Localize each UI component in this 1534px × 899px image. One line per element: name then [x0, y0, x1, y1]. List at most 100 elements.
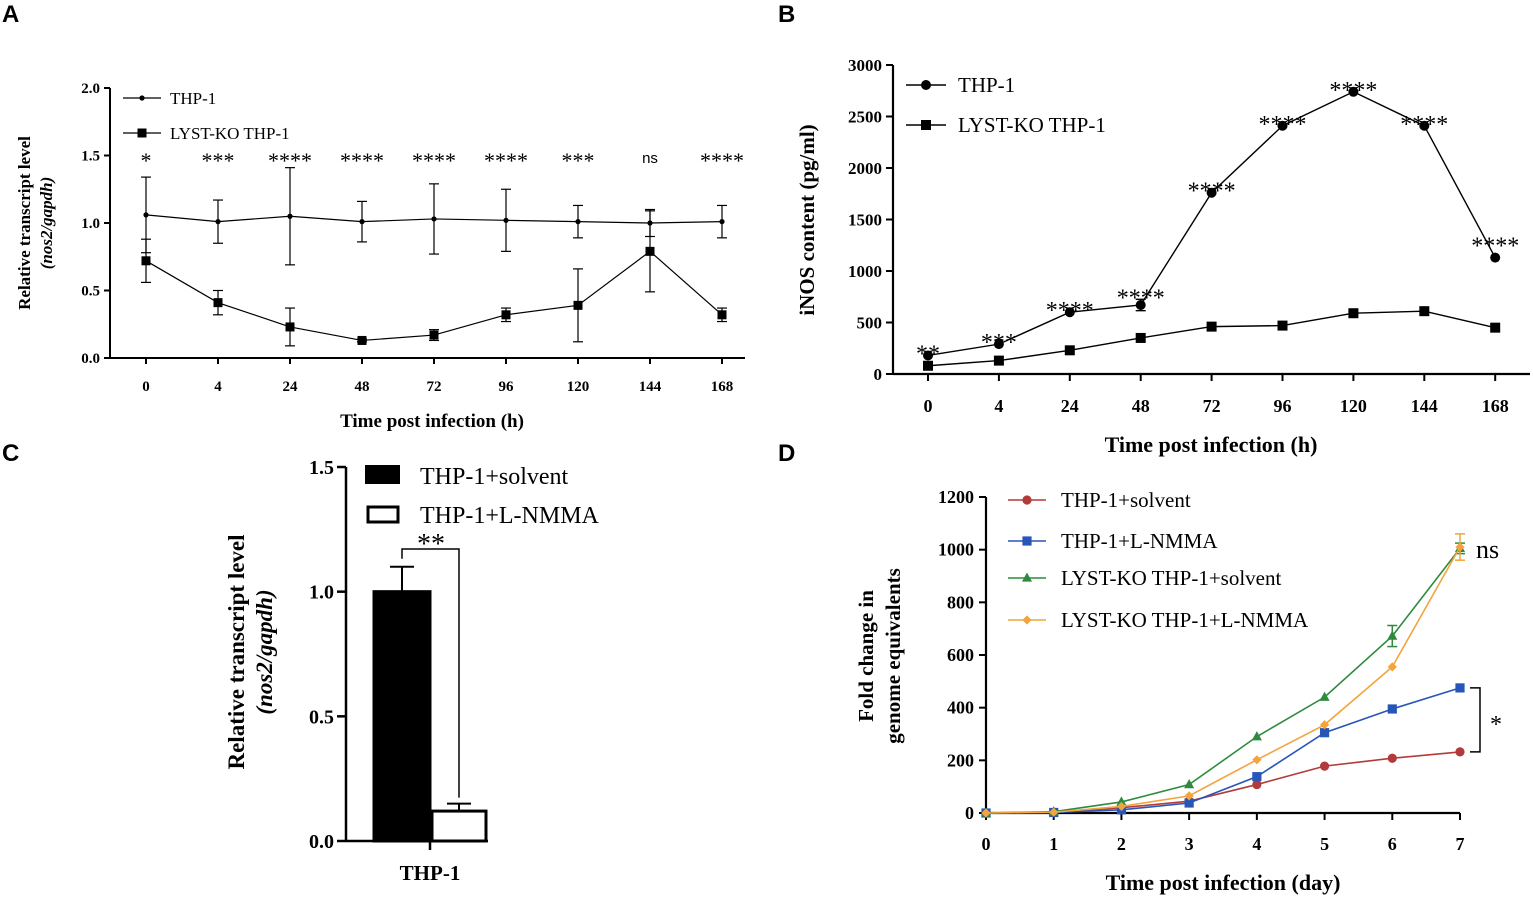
- x-tick-label: 24: [283, 379, 299, 395]
- x-axis-title: THP-1: [400, 861, 461, 885]
- x-tick-label: 96: [1274, 396, 1292, 416]
- panel-letter-b: B: [778, 1, 795, 28]
- y-tick-label: 0: [874, 365, 883, 384]
- significance-label: **: [417, 529, 445, 560]
- legend-label: THP-1+L-NMMA: [1061, 529, 1218, 553]
- data-point: [501, 310, 511, 320]
- significance-label: ****: [1329, 78, 1377, 104]
- data-point: [1206, 187, 1217, 198]
- y-axis-title-line2: genome equivalents: [881, 568, 905, 744]
- series-line-1: [145, 250, 723, 342]
- significance-label: *: [1490, 712, 1502, 738]
- significance-label: ns: [1476, 535, 1499, 564]
- x-tick-label: 6: [1388, 834, 1397, 854]
- y-tick-label: 500: [857, 314, 883, 333]
- x-tick-label: 3: [1185, 834, 1194, 854]
- y-tick-label: 2500: [848, 108, 882, 127]
- data-point: [1387, 704, 1397, 714]
- data-point: [1319, 761, 1330, 771]
- legend-label: THP-1+solvent: [420, 464, 569, 490]
- series-line-2: [985, 547, 1461, 814]
- data-point: [719, 219, 725, 225]
- x-tick-label: 1: [1049, 834, 1058, 854]
- y-tick-label: 1.5: [309, 457, 334, 479]
- data-point: [213, 298, 223, 308]
- significance-label: ***: [562, 148, 595, 173]
- x-tick-label: 144: [1411, 396, 1438, 416]
- y-tick-label: 1.0: [309, 582, 334, 604]
- data-point: [1252, 779, 1262, 790]
- data-point: [717, 310, 727, 320]
- data-point: [1419, 306, 1430, 317]
- y-tick-label: 0: [965, 803, 974, 823]
- y-tick-label: 1.5: [81, 149, 100, 165]
- data-point: [1252, 772, 1262, 782]
- significance-label: ****: [1046, 298, 1094, 324]
- x-axis-title: Time post infection (h): [1105, 432, 1318, 457]
- y-tick-label: 1500: [848, 211, 882, 230]
- data-point: [1206, 321, 1217, 332]
- legend-swatch-solvent: [365, 465, 400, 484]
- panel-c-chart: 0.0 0.5 1.0 1.5 THP-1 Relative transcript lev…: [224, 457, 600, 885]
- legend-label: LYST-KO THP-1+solvent: [1061, 566, 1282, 590]
- significance-label: ****: [268, 148, 312, 173]
- y-tick-label: 800: [947, 592, 974, 612]
- x-tick-label: 4: [1252, 834, 1261, 854]
- y-axis-title: Relative transcript level: [15, 136, 34, 310]
- data-point: [503, 217, 509, 223]
- data-point: [1490, 322, 1501, 333]
- y-tick-label: 400: [947, 698, 974, 718]
- data-point: [1455, 542, 1465, 552]
- y-tick-label: 2.0: [81, 81, 100, 97]
- data-point: [993, 339, 1004, 350]
- y-tick-label: 600: [947, 645, 974, 665]
- data-point: [1277, 120, 1288, 131]
- data-point: [1387, 753, 1397, 763]
- significance-label: ****: [700, 148, 744, 173]
- data-point: [215, 219, 221, 225]
- data-point: [923, 360, 933, 371]
- y-tick-label: 0.0: [81, 351, 100, 367]
- data-point: [1116, 796, 1127, 806]
- y-tick-label: 0.5: [81, 284, 100, 300]
- data-point: [1252, 755, 1262, 765]
- panel-letter-c: C: [2, 440, 19, 467]
- legend-marker: [137, 128, 147, 138]
- legend-label: LYST-KO THP-1: [170, 124, 290, 143]
- y-axis-title-line2: (nos2/gapdh): [252, 589, 277, 714]
- data-point: [1064, 345, 1075, 356]
- x-tick-label: 2: [1117, 834, 1126, 854]
- y-axis-title-line2: (nos2/gapdh): [37, 177, 56, 270]
- data-point: [1251, 731, 1262, 741]
- panel-letter-a: A: [2, 1, 19, 28]
- y-tick-label: 0.0: [309, 831, 334, 853]
- data-point: [285, 322, 295, 332]
- data-point: [575, 219, 581, 225]
- data-point: [1277, 320, 1288, 331]
- legend-label: THP-1: [170, 89, 216, 108]
- x-tick-label: 24: [1061, 396, 1079, 416]
- legend-label: THP-1: [958, 73, 1015, 97]
- x-tick-label: 48: [1132, 396, 1150, 416]
- legend-marker: [139, 95, 145, 101]
- data-point: [1387, 662, 1397, 672]
- x-tick-label: 0: [142, 379, 150, 395]
- x-tick-label: 0: [982, 834, 991, 854]
- data-point: [1135, 332, 1146, 343]
- y-tick-label: 200: [947, 750, 974, 770]
- y-axis-title: Relative transcript level: [224, 534, 249, 769]
- data-point: [645, 246, 655, 256]
- significance-label: ****: [412, 148, 456, 173]
- legend-label: THP-1+solvent: [1061, 488, 1191, 512]
- legend-label: LYST-KO THP-1+L-NMMA: [1061, 608, 1309, 632]
- x-tick-label: 72: [427, 379, 442, 395]
- legend-marker: [1022, 495, 1032, 505]
- significance-label: ****: [484, 148, 528, 173]
- data-point: [1490, 252, 1501, 263]
- data-point: [1135, 299, 1146, 310]
- x-tick-label: 4: [994, 396, 1003, 416]
- data-point: [1455, 683, 1465, 693]
- x-tick-label: 7: [1456, 834, 1465, 854]
- x-tick-label: 120: [567, 379, 590, 395]
- legend-swatch-l-nmma: [366, 505, 400, 524]
